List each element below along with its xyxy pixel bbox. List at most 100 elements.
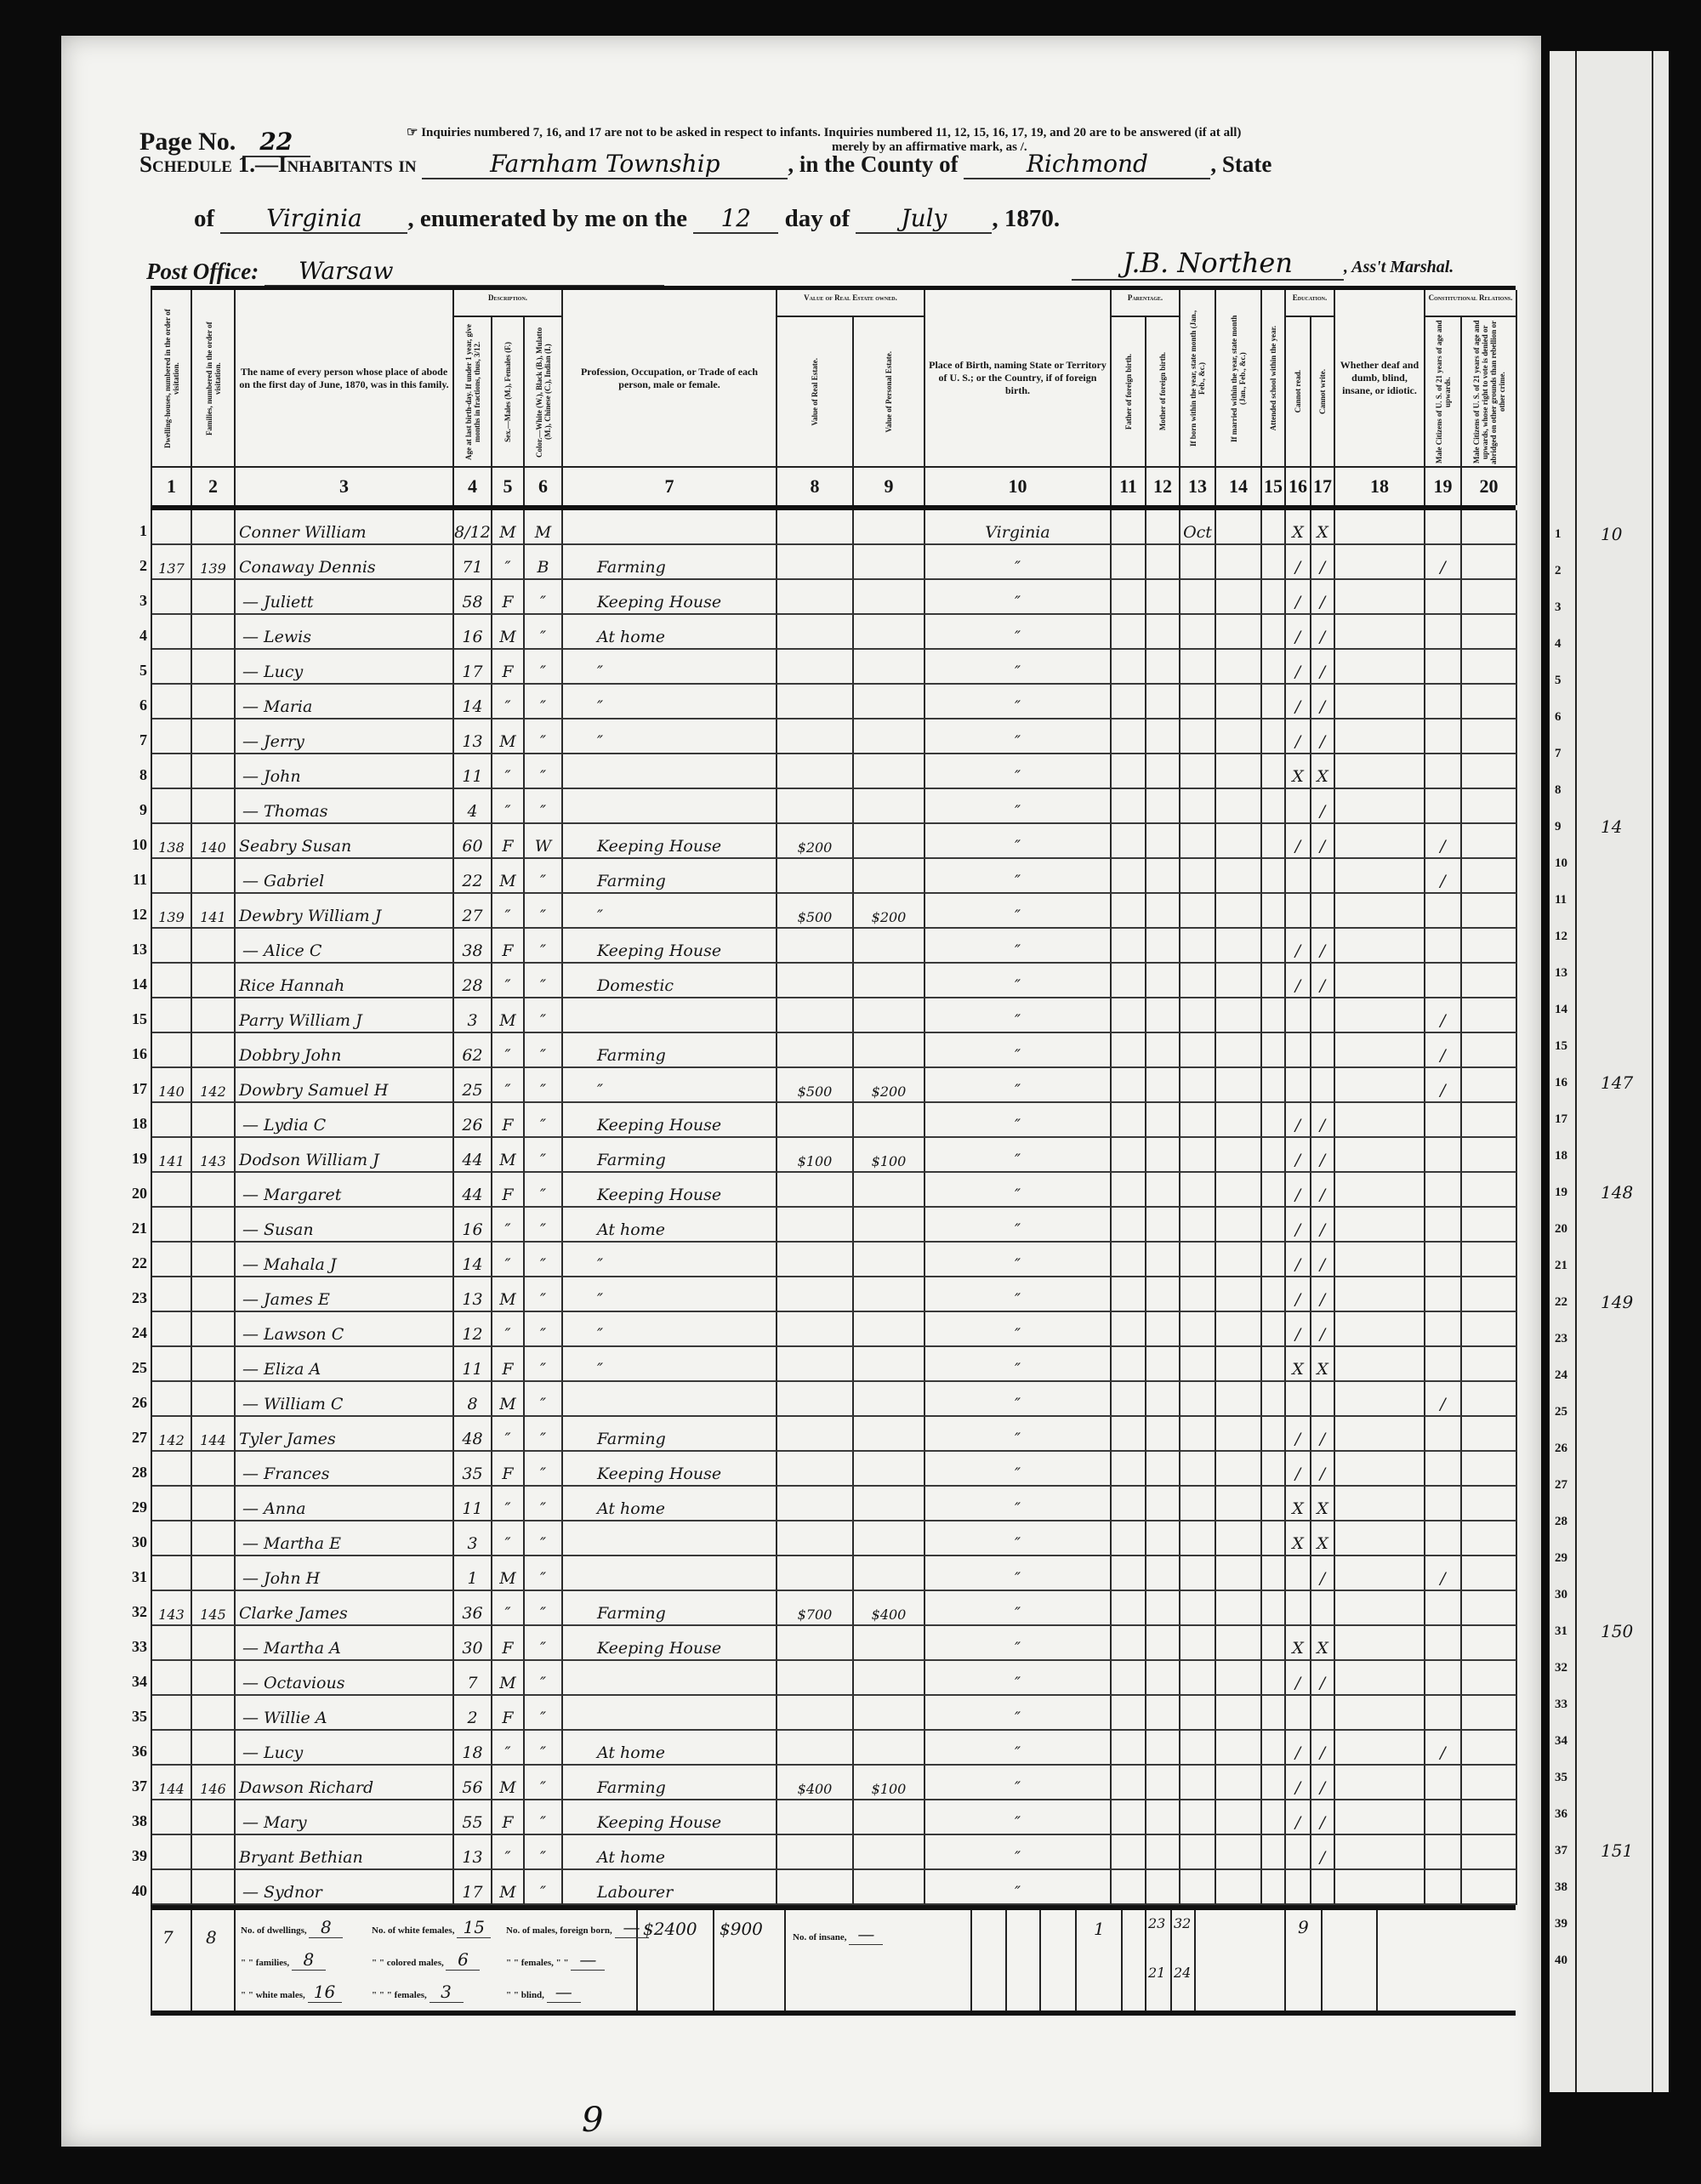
disability	[1335, 580, 1425, 615]
married-month	[1216, 1208, 1262, 1243]
denied-vote-mark	[1462, 1208, 1517, 1243]
personal-estate-value	[854, 1033, 925, 1068]
father-foreign	[1112, 545, 1146, 580]
citizen-mark	[1425, 1312, 1462, 1347]
age: 25	[454, 1068, 492, 1103]
line-number: 37	[132, 1777, 147, 1794]
citizen-mark: /	[1425, 1731, 1462, 1766]
cannot-write: X	[1311, 1521, 1335, 1556]
color: ″	[525, 1870, 563, 1905]
married-month	[1216, 1835, 1262, 1870]
sex: M	[492, 859, 525, 894]
attended-school	[1262, 650, 1286, 685]
enumeration-line: of Virginia, enumerated by me on the 12 …	[194, 204, 1521, 234]
age: 12	[454, 1312, 492, 1347]
person-name: Bryant Bethian	[236, 1835, 454, 1870]
birthplace: ″	[925, 685, 1112, 719]
cannot-read	[1286, 1696, 1311, 1731]
of-label: of	[194, 205, 215, 232]
real-estate-value	[777, 1626, 854, 1661]
born-month	[1180, 1661, 1216, 1696]
real-estate-value	[777, 650, 854, 685]
family-number: 145	[192, 1591, 236, 1626]
citizen-mark	[1425, 929, 1462, 964]
person-name: — John H	[236, 1556, 454, 1591]
sex: ″	[492, 1312, 525, 1347]
color: ″	[525, 1556, 563, 1591]
adjacent-line-number: 15	[1555, 1039, 1567, 1053]
attended-school	[1262, 1103, 1286, 1138]
sex: ″	[492, 685, 525, 719]
denied-vote-mark	[1462, 1800, 1517, 1835]
father-foreign	[1112, 615, 1146, 650]
age: 27	[454, 894, 492, 929]
citizen-mark	[1425, 1243, 1462, 1277]
cannot-read: /	[1286, 1452, 1311, 1487]
married-month	[1216, 1870, 1262, 1905]
person-name: — Susan	[236, 1208, 454, 1243]
disability	[1335, 859, 1425, 894]
column-header-10: Place of Birth, naming State or Territor…	[925, 290, 1112, 468]
real-estate-value	[777, 1452, 854, 1487]
mother-foreign	[1146, 824, 1180, 859]
person-name: — Lawson C	[236, 1312, 454, 1347]
real-estate-value	[777, 1556, 854, 1591]
real-estate-value	[777, 1312, 854, 1347]
adjacent-line-number: 10	[1555, 856, 1567, 870]
totals-cannot-read-2: 21	[1148, 1965, 1166, 1981]
disability	[1335, 1696, 1425, 1731]
column-number: 8	[777, 468, 854, 505]
person-name: — Frances	[236, 1452, 454, 1487]
table-row: 7— Jerry 13 M ″ ″ ″ / /	[139, 719, 1517, 754]
color: ″	[525, 1033, 563, 1068]
dwelling-number	[152, 1277, 192, 1312]
occupation	[563, 1521, 777, 1556]
table-row: 10 138 140 Seabry Susan 60 F W Keeping House $20…	[132, 824, 1517, 859]
birthplace: ″	[925, 754, 1112, 789]
citizen-mark: /	[1425, 998, 1462, 1033]
denied-vote-mark	[1462, 1696, 1517, 1731]
line-number: 16	[132, 1045, 147, 1062]
column-number: 9	[854, 468, 925, 505]
dwelling-number	[152, 1556, 192, 1591]
attended-school	[1262, 894, 1286, 929]
column-header-text: Male Citizens of U. S. of 21 years of ag…	[1471, 319, 1506, 464]
line-number: 35	[132, 1708, 147, 1725]
line-number: 10	[132, 836, 147, 853]
occupation: Farming	[563, 1591, 777, 1626]
married-month	[1216, 1626, 1262, 1661]
sex: ″	[492, 754, 525, 789]
instructions-note: ☞ Inquiries numbered 7, 16, and 17 are n…	[407, 124, 1521, 155]
personal-estate-value	[854, 859, 925, 894]
birthplace: ″	[925, 1347, 1112, 1382]
born-month: Oct	[1180, 510, 1216, 545]
person-name: — John	[236, 754, 454, 789]
dwelling-number	[152, 964, 192, 998]
column-number: 13	[1180, 468, 1216, 505]
attended-school	[1262, 754, 1286, 789]
family-number: 140	[192, 824, 236, 859]
age: 44	[454, 1173, 492, 1208]
adjacent-line-number: 37	[1555, 1844, 1567, 1857]
county-label: , in the County of	[788, 151, 959, 177]
table-row: 38— Mary 55 F ″ Keeping House ″ / /	[132, 1800, 1517, 1835]
father-foreign	[1112, 754, 1146, 789]
family-number	[192, 1835, 236, 1870]
marshal-signature: J.B. Northen	[1072, 247, 1344, 281]
post-office-line: Post Office: Warsaw	[146, 257, 664, 287]
born-month	[1180, 929, 1216, 964]
sex: ″	[492, 1487, 525, 1521]
column-header-7: Profession, Occupation, or Trade of each…	[563, 290, 777, 468]
adjacent-line-number: 30	[1555, 1588, 1567, 1601]
age: 13	[454, 1277, 492, 1312]
birthplace: ″	[925, 1103, 1112, 1138]
column-header-3: The name of every person whose place of …	[236, 290, 454, 468]
family-number	[192, 859, 236, 894]
attended-school	[1262, 998, 1286, 1033]
sex: ″	[492, 1068, 525, 1103]
adjacent-line-number: 7	[1555, 747, 1562, 760]
real-estate-value	[777, 1277, 854, 1312]
cannot-read: /	[1286, 545, 1311, 580]
line-number: 5	[139, 662, 147, 679]
cannot-write: /	[1311, 824, 1335, 859]
